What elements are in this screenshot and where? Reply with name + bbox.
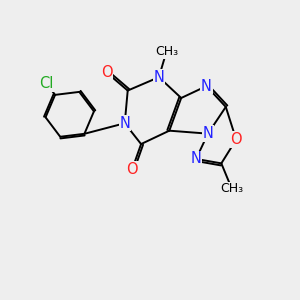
- Text: N: N: [154, 70, 164, 85]
- Text: CH₃: CH₃: [220, 182, 243, 195]
- Text: O: O: [101, 65, 113, 80]
- Text: Cl: Cl: [40, 76, 54, 91]
- Text: N: N: [119, 116, 130, 131]
- Text: CH₃: CH₃: [155, 45, 178, 58]
- Text: O: O: [230, 132, 242, 147]
- Text: N: N: [201, 79, 212, 94]
- Text: N: N: [190, 152, 202, 166]
- Text: O: O: [126, 162, 138, 177]
- Text: N: N: [202, 126, 213, 141]
